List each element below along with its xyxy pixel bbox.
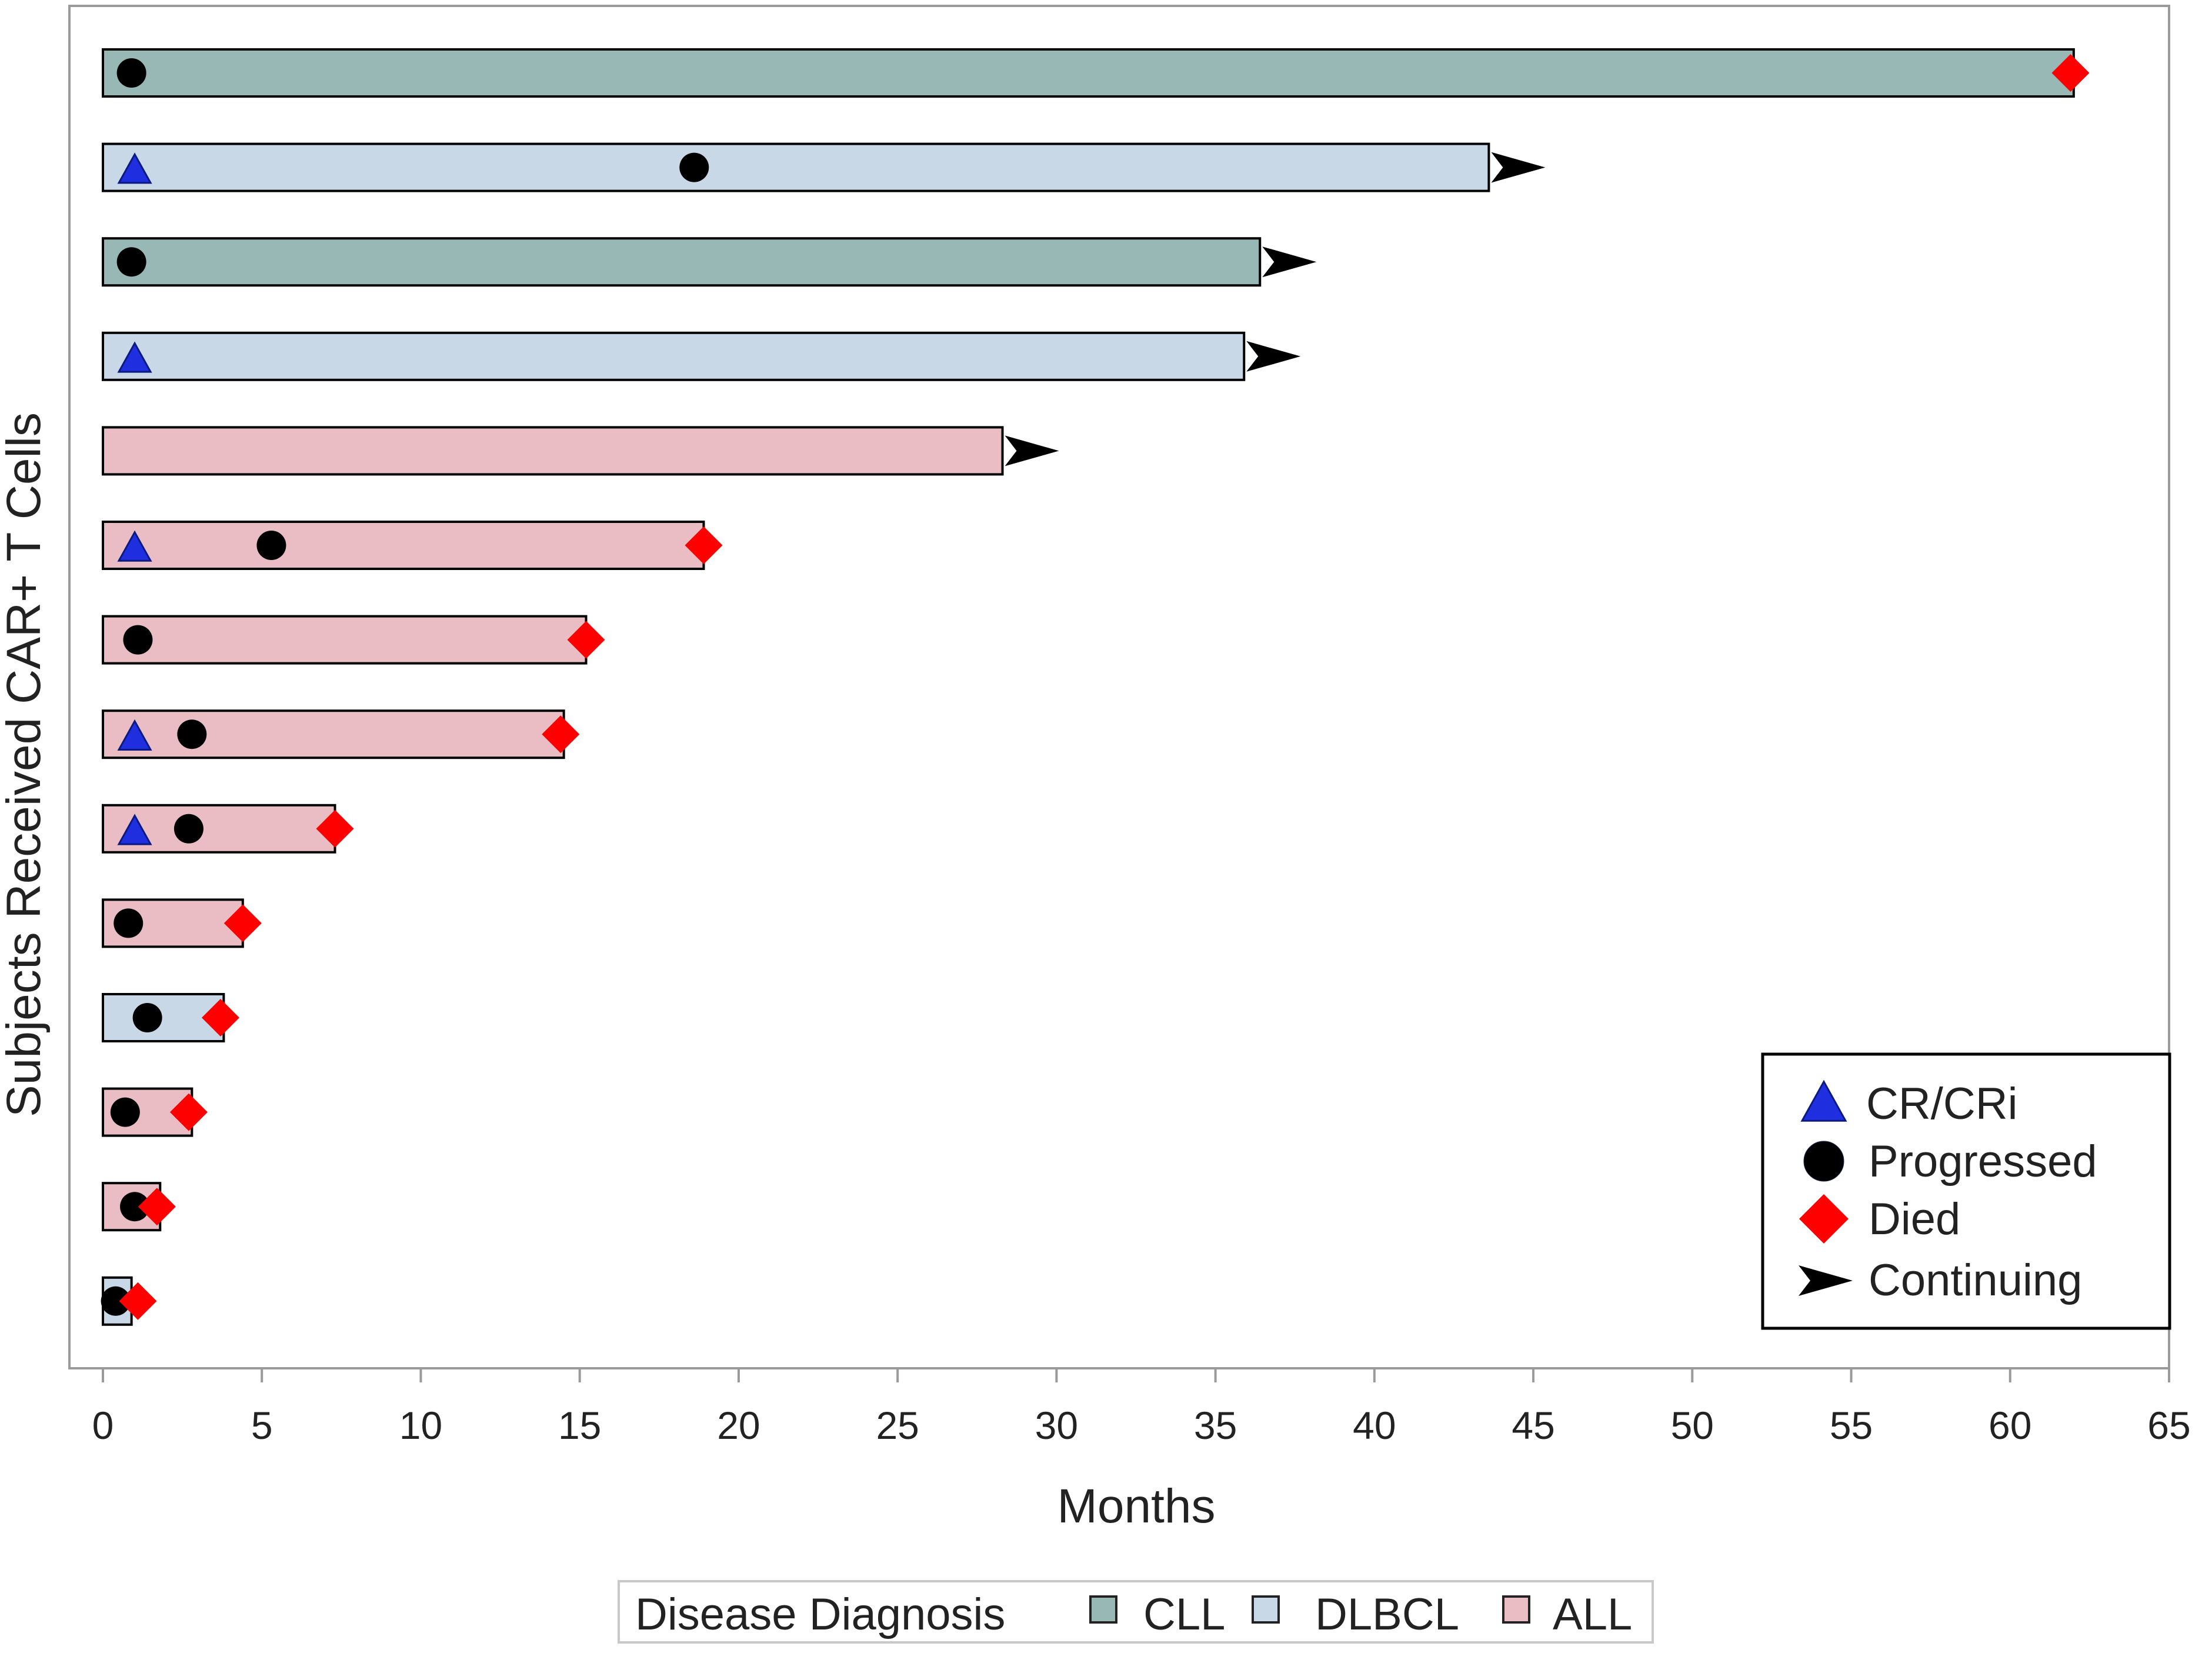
died-marker — [567, 621, 605, 659]
event-legend: CR/CRi Progressed Died Continuing — [1761, 1052, 2171, 1330]
legend-swatch-dlbcl — [1252, 1595, 1280, 1624]
progressed-marker — [177, 719, 207, 749]
died-marker — [685, 526, 723, 564]
subject-row-3 — [102, 237, 1317, 287]
x-tick-label: 40 — [1353, 1404, 1396, 1447]
progressed-marker — [679, 152, 709, 182]
subject-row-2 — [102, 142, 1546, 192]
continuing-marker — [1246, 341, 1301, 372]
diagnosis-legend: Disease Diagnosis CLL DLBCL ALL — [618, 1580, 1654, 1644]
subject-bar — [102, 709, 565, 759]
x-tick-label: 10 — [399, 1404, 442, 1447]
x-tick-label: 60 — [1989, 1404, 2031, 1447]
diagnosis-legend-title: Disease Diagnosis — [635, 1589, 1005, 1639]
subject-bar — [102, 142, 1490, 192]
subject-row-13 — [102, 1182, 176, 1232]
x-tick-label: 15 — [558, 1404, 601, 1447]
subject-row-12 — [102, 1087, 208, 1137]
subject-row-4 — [102, 331, 1301, 381]
continuing-marker — [1491, 152, 1546, 183]
legend-swatch-cll — [1089, 1595, 1117, 1624]
x-axis: 0 5 10 15 20 25 30 35 40 45 50 55 60 65 — [92, 1367, 2191, 1447]
subject-row-1 — [102, 48, 2090, 98]
died-marker — [2051, 54, 2090, 92]
event-legend-symbols — [1799, 1079, 1853, 1296]
x-tick-label: 65 — [2147, 1404, 2190, 1447]
subject-row-9 — [102, 804, 354, 854]
subject-row-6 — [102, 521, 723, 570]
continuing-marker — [1005, 435, 1059, 466]
x-tick-label: 30 — [1035, 1404, 1078, 1447]
diagnosis-legend-box — [618, 1580, 1654, 1644]
cr-marker — [117, 530, 152, 562]
subject-bar — [102, 521, 705, 570]
cr-marker — [117, 719, 152, 751]
x-tick-label: 5 — [251, 1404, 273, 1447]
cr-marker — [117, 341, 152, 373]
subject-bar — [102, 237, 1262, 287]
legend-swatch-all — [1502, 1595, 1530, 1624]
progressed-marker — [123, 625, 153, 655]
died-marker — [169, 1093, 208, 1131]
bars-layer — [101, 48, 2090, 1326]
x-tick-label: 0 — [92, 1404, 114, 1447]
progressed-marker — [116, 247, 146, 277]
x-tick-label: 20 — [717, 1404, 760, 1447]
x-tick-label: 55 — [1830, 1404, 1873, 1447]
progressed-marker — [174, 814, 203, 844]
event-legend-label-continuing: Continuing — [1869, 1255, 2082, 1305]
y-axis-label: Subjects Received CAR+ T Cells — [0, 412, 51, 1117]
died-marker — [119, 1282, 157, 1320]
legend-died-icon — [1799, 1194, 1849, 1244]
subject-row-11 — [102, 993, 239, 1042]
died-marker — [316, 809, 354, 848]
legend-label-all: ALL — [1553, 1589, 1632, 1639]
event-legend-label-cr: CR/CRi — [1866, 1079, 2018, 1129]
legend-continuing-icon — [1799, 1265, 1853, 1296]
progressed-marker — [120, 1192, 150, 1222]
legend-progressed-icon — [1803, 1141, 1844, 1182]
progressed-marker — [256, 531, 286, 560]
subject-row-14 — [101, 1276, 157, 1326]
cr-marker — [117, 814, 152, 845]
x-tick-label: 35 — [1194, 1404, 1237, 1447]
legend-label-cll: CLL — [1143, 1589, 1225, 1639]
x-tick-label: 45 — [1512, 1404, 1554, 1447]
subject-row-10 — [102, 898, 262, 948]
died-marker — [201, 999, 239, 1037]
progressed-marker — [116, 58, 146, 88]
continuing-marker — [1262, 246, 1317, 278]
progressed-marker — [101, 1286, 131, 1316]
subject-row-5 — [102, 426, 1059, 476]
progressed-marker — [110, 1097, 140, 1127]
x-tick-label: 50 — [1671, 1404, 1714, 1447]
subject-bar — [102, 426, 1004, 476]
legend-label-dlbcl: DLBCL — [1315, 1589, 1459, 1639]
subject-bar — [102, 615, 588, 665]
x-axis-label: Months — [1057, 1479, 1216, 1533]
subject-row-7 — [102, 615, 605, 665]
progressed-marker — [114, 908, 144, 938]
event-legend-label-progressed: Progressed — [1869, 1137, 2097, 1187]
subject-bar — [102, 331, 1246, 381]
died-marker — [138, 1188, 176, 1226]
subject-bar — [102, 48, 2075, 98]
progressed-marker — [132, 1003, 162, 1032]
event-legend-label-died: Died — [1869, 1194, 1960, 1244]
legend-cr-icon — [1800, 1079, 1847, 1122]
cr-marker — [117, 152, 152, 184]
died-marker — [542, 715, 580, 754]
x-tick-label: 25 — [876, 1404, 919, 1447]
died-marker — [223, 904, 262, 942]
subject-row-8 — [102, 709, 580, 759]
